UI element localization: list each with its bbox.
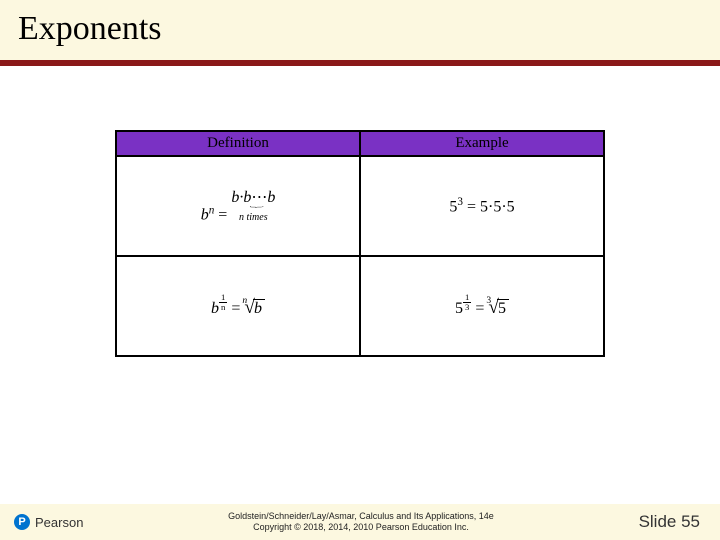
definition-cell-1: bn = b·b⋯b ︸ n times: [116, 156, 360, 256]
def2-radical: n √b: [244, 297, 265, 319]
ex1-rhs: 5·5·5: [480, 198, 515, 215]
table-row: b1n = n √b 513 = 3 √5: [116, 256, 604, 356]
header-row: Definition Example: [116, 131, 604, 156]
footer-bar: P Pearson Goldstein/Schneider/Lay/Asmar,…: [0, 504, 720, 540]
title-bar: Exponents: [0, 0, 720, 66]
attribution-line-1: Goldstein/Schneider/Lay/Asmar, Calculus …: [83, 511, 638, 522]
pearson-icon: P: [14, 514, 30, 530]
table-row: bn = b·b⋯b ︸ n times 53 = 5·5·5: [116, 156, 604, 256]
ex1-exp: 3: [457, 196, 463, 208]
ex2-base: 5: [455, 300, 463, 317]
underbrace: b·b⋯b ︸ n times: [231, 187, 275, 223]
header-example: Example: [360, 131, 604, 156]
publisher-name: Pearson: [35, 515, 83, 530]
example-cell-1: 53 = 5·5·5: [360, 156, 604, 256]
example-cell-2: 513 = 3 √5: [360, 256, 604, 356]
content-area: Definition Example bn = b·b⋯b ︸ n times …: [115, 130, 605, 357]
exponents-table: Definition Example bn = b·b⋯b ︸ n times …: [115, 130, 605, 357]
ex2-radical: 3 √5: [488, 297, 509, 319]
publisher-logo: P Pearson: [0, 514, 83, 530]
slide-title: Exponents: [18, 10, 702, 48]
slide-number: Slide 55: [639, 512, 720, 532]
def1-exp: n: [209, 204, 215, 216]
attribution: Goldstein/Schneider/Lay/Asmar, Calculus …: [83, 511, 638, 533]
attribution-line-2: Copyright © 2018, 2014, 2010 Pearson Edu…: [83, 522, 638, 533]
def2-base: b: [211, 300, 219, 317]
def1-note: n times: [231, 212, 275, 223]
header-definition: Definition: [116, 131, 360, 156]
def1-base: b: [201, 207, 209, 224]
definition-cell-2: b1n = n √b: [116, 256, 360, 356]
